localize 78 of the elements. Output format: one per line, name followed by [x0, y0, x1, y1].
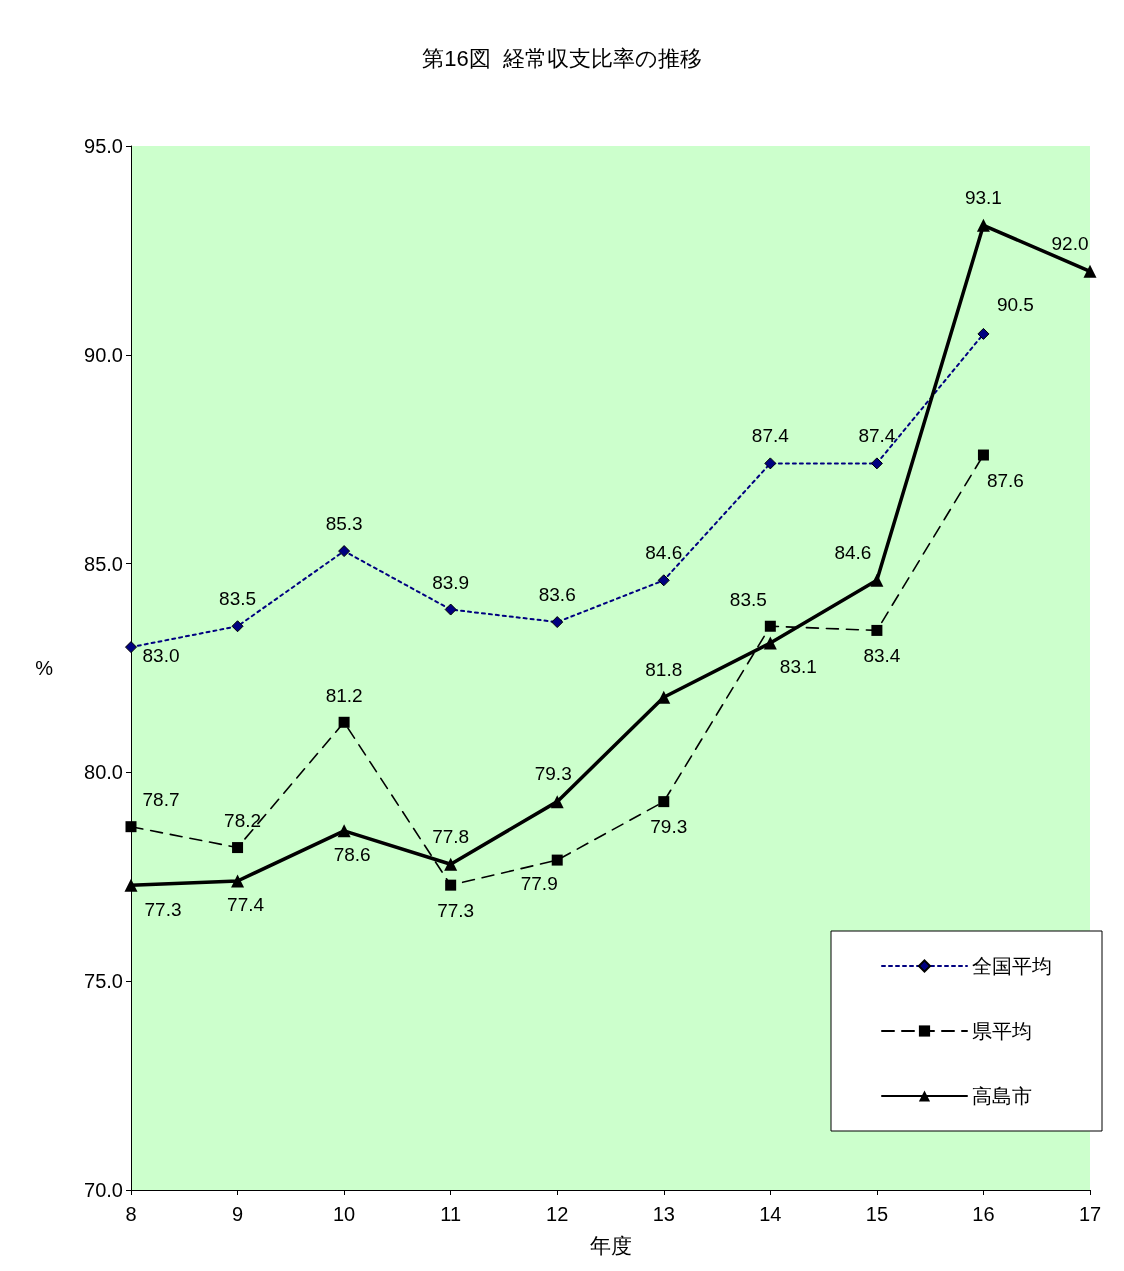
data-label: 83.5	[219, 588, 257, 610]
point	[657, 690, 671, 704]
data-label: 93.1	[964, 186, 1002, 208]
data-label: 83.1	[779, 656, 817, 678]
data-label: 78.6	[333, 844, 371, 866]
x-tick-label: 16	[972, 1203, 995, 1225]
y-tick-label: 90.0	[84, 343, 123, 366]
x-tick-label: 17	[1078, 1203, 1102, 1225]
point	[764, 620, 776, 632]
x-tick-label: 10	[332, 1203, 356, 1225]
data-label: 77.3	[144, 898, 182, 920]
point	[338, 545, 351, 558]
point	[764, 457, 777, 470]
data-label: 83.5	[729, 588, 767, 610]
point	[232, 842, 244, 854]
data-label: 92.0	[1051, 232, 1089, 254]
data-label: 79.3	[534, 763, 572, 785]
data-label: 78.7	[142, 789, 180, 811]
point	[976, 218, 990, 232]
y-tick-label: 70.0	[84, 1179, 123, 1201]
point	[337, 824, 351, 838]
point	[444, 857, 458, 871]
data-label: 77.4	[227, 894, 265, 916]
legend-label: 全国平均	[972, 955, 1052, 977]
point	[1083, 264, 1097, 278]
y-tick-label: 80.0	[84, 761, 123, 784]
data-label: 77.3	[437, 899, 475, 921]
data-label: 90.5	[996, 293, 1034, 315]
data-label: 77.9	[520, 872, 558, 894]
data-label: 85.3	[325, 513, 363, 535]
data-label: 81.8	[645, 658, 683, 680]
data-label: 83.9	[432, 571, 470, 593]
point	[445, 879, 457, 891]
legend-label: 県平均	[972, 1020, 1032, 1042]
point	[657, 574, 670, 587]
x-tick-label: 11	[440, 1203, 462, 1225]
point	[551, 616, 564, 629]
point	[763, 636, 777, 650]
point	[870, 457, 883, 470]
x-tick-label: 15	[865, 1203, 889, 1225]
point	[658, 796, 670, 808]
x-tick-label: 9	[231, 1203, 244, 1225]
y-tick-label: 85.0	[84, 552, 123, 575]
point	[125, 641, 137, 654]
y-tick-label: 75.0	[84, 970, 123, 993]
y-tick-label: 95.0	[84, 135, 123, 157]
x-axis-title: 年度	[589, 1234, 632, 1257]
data-label: 87.4	[858, 425, 896, 447]
data-label: 83.6	[538, 584, 576, 606]
data-label: 79.3	[650, 816, 688, 838]
point	[444, 603, 457, 616]
data-label: 83.4	[863, 644, 901, 666]
legend-label: 高島市	[972, 1085, 1032, 1107]
point	[124, 878, 138, 892]
point	[870, 573, 884, 587]
point	[231, 620, 244, 633]
data-label: 81.2	[325, 684, 363, 706]
point	[231, 874, 245, 888]
point	[550, 795, 564, 809]
x-tick-label: 13	[652, 1203, 675, 1225]
x-tick-label: 12	[546, 1203, 569, 1225]
point	[125, 821, 137, 833]
data-label: 87.6	[986, 469, 1024, 491]
data-label: 78.2	[224, 810, 262, 832]
x-tick-label: 14	[759, 1203, 782, 1225]
point	[977, 449, 989, 461]
point	[551, 854, 563, 866]
data-label: 84.6	[645, 542, 683, 564]
x-tick-label: 8	[125, 1203, 137, 1225]
point	[871, 624, 883, 636]
data-label: 83.0	[142, 645, 180, 667]
y-axis-title: %	[35, 657, 54, 679]
data-label: 77.8	[432, 825, 470, 847]
point	[338, 716, 350, 728]
data-label: 84.6	[834, 541, 872, 563]
data-label: 87.4	[751, 425, 790, 447]
point	[977, 327, 990, 340]
chart-title: 第16図 経常収支比率の推移	[422, 45, 702, 71]
